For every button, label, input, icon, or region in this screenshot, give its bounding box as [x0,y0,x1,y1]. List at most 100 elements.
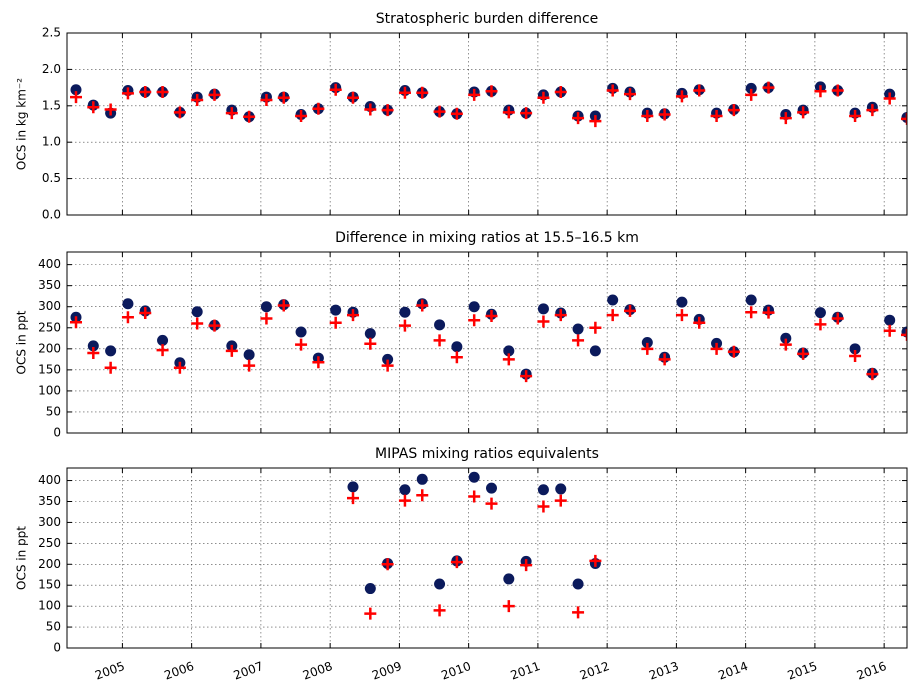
circle-marker [260,301,272,313]
plus-marker [710,109,723,122]
plus-marker [883,92,896,105]
plus-marker [139,307,152,320]
plus-marker [295,109,308,122]
circle-marker [849,343,861,355]
y-tick-label: 150 [38,578,61,592]
plus-marker [260,93,273,106]
circle-marker [468,471,480,483]
plus-marker [87,347,100,360]
plus-marker [398,86,411,99]
plus-marker [398,494,411,507]
plus-marker [121,87,134,100]
plus-marker [589,115,602,128]
x-tick-label: 2011 [509,659,542,683]
y-tick-label: 150 [38,362,61,376]
plus-marker [191,93,204,106]
circle-marker [122,298,134,310]
y-tick-label: 250 [38,536,61,550]
x-tick-label: 2015 [786,659,819,683]
plus-marker [572,112,585,125]
plus-marker [606,309,619,322]
plus-marker [779,112,792,125]
x-tick-label: 2007 [232,659,265,683]
x-tick-label: 2010 [439,659,472,683]
plus-marker [347,309,360,322]
plus-marker [485,309,498,322]
y-tick-label: 2.5 [42,26,61,40]
plus-marker [433,105,446,118]
y-tick-label: 200 [38,341,61,355]
plus-marker [364,103,377,116]
y-tick-label: 0.0 [42,208,61,222]
plus-marker [641,109,654,122]
plus-marker [537,91,550,104]
circle-marker [814,307,826,319]
plus-marker [173,361,186,374]
plus-marker [485,85,498,98]
plus-marker [502,353,515,366]
plus-marker [814,85,827,98]
plus-marker [329,83,342,96]
plus-marker [381,359,394,372]
plus-marker [554,309,567,322]
plus-marker [675,309,688,322]
circle-marker [70,84,82,96]
y-tick-label: 250 [38,320,61,334]
plus-marker [225,344,238,357]
panel-title: MIPAS mixing ratios equivalents [375,446,599,462]
plus-marker [745,88,758,101]
plus-marker [381,104,394,117]
circle-marker [503,345,515,357]
plus-marker [277,299,290,312]
y-tick-label: 200 [38,557,61,571]
circle-marker [399,306,411,318]
y-tick-label: 50 [46,620,61,634]
circle-marker [295,326,307,338]
x-tick-label: 2006 [162,659,195,683]
y-tick-label: 400 [38,473,61,487]
plus-marker [606,84,619,97]
y-tick-label: 2.0 [42,62,61,76]
plus-marker [727,104,740,117]
circle-marker [503,573,515,585]
plus-marker [762,306,775,319]
plus-marker [104,361,117,374]
plus-marker [849,109,862,122]
plus-marker [658,353,671,366]
plus-marker [554,494,567,507]
plus-marker [347,91,360,104]
circle-marker [416,473,428,485]
plus-marker [70,316,83,329]
circle-marker [191,306,203,318]
circle-marker [607,294,619,306]
plus-marker [329,316,342,329]
plus-marker [450,351,463,364]
circle-marker [364,328,376,340]
plus-marker [589,554,602,567]
plus-marker [624,304,637,317]
plus-marker [450,556,463,569]
plus-marker [433,604,446,617]
plus-marker [156,85,169,98]
plus-marker [347,492,360,505]
plot-area [70,294,907,383]
circle-marker [382,353,394,365]
circle-marker [451,341,463,353]
plus-marker [156,344,169,357]
plus-marker [398,319,411,332]
circle-marker [745,82,757,94]
x-tick-label: 2012 [578,659,611,683]
x-tick-label: 2005 [93,659,126,683]
y-tick-label: 0 [53,426,61,440]
plus-marker [520,370,533,383]
circle-marker [589,345,601,357]
plus-marker [883,324,896,337]
circle-marker [537,303,549,315]
plus-marker [450,107,463,120]
plus-marker [779,338,792,351]
plus-marker [295,338,308,351]
plus-marker [589,321,602,334]
plus-marker [381,558,394,571]
plus-marker [225,107,238,120]
circle-marker [641,337,653,348]
